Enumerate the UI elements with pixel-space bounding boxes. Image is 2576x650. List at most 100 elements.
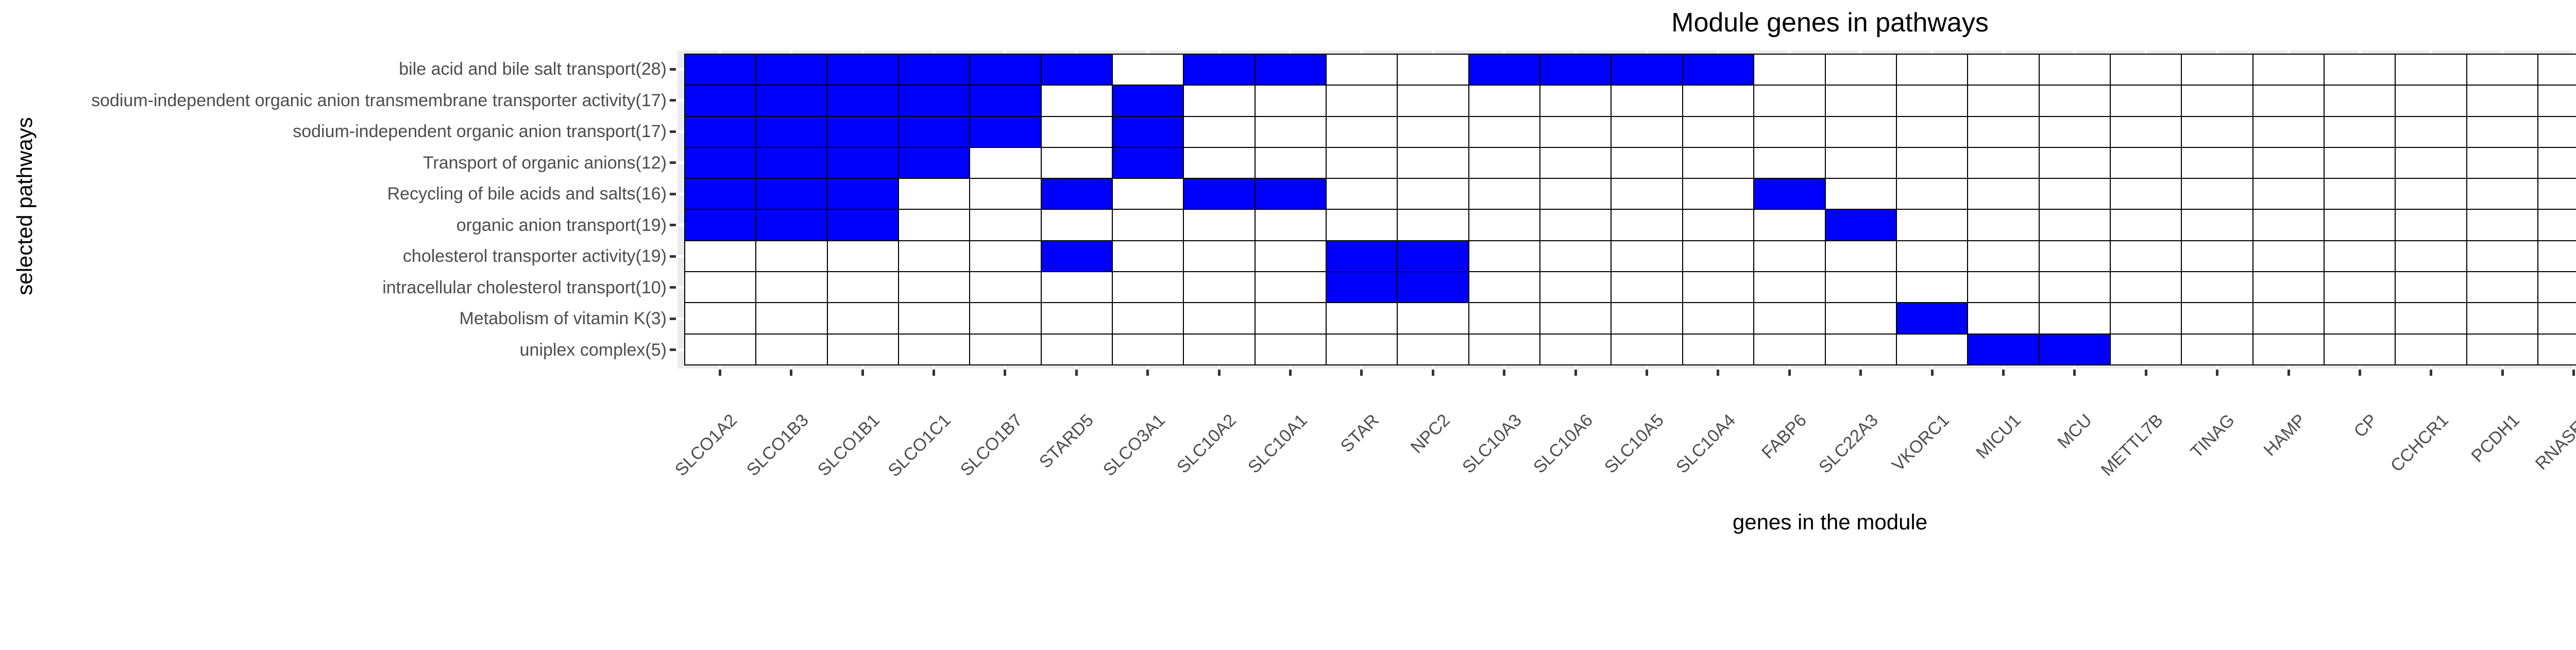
x-axis-tick — [2359, 370, 2362, 376]
heatmap-cell — [1896, 116, 1968, 147]
heatmap-cell — [1896, 241, 1968, 272]
heatmap-cell — [827, 86, 899, 116]
y-tick-label: intracellular cholesterol transport(10) — [382, 277, 667, 297]
y-axis-tick — [670, 161, 676, 164]
y-axis-tick — [670, 192, 676, 195]
heatmap-cell — [1327, 86, 1397, 116]
heatmap-cell — [2039, 147, 2110, 178]
heatmap-cell — [1327, 55, 1397, 85]
heatmap-cell — [1113, 86, 1183, 116]
plot-panel — [677, 51, 2576, 369]
heatmap-cell — [1968, 210, 2039, 240]
heatmap-cell — [970, 334, 1041, 364]
heatmap-cell — [899, 147, 970, 178]
y-axis-tick — [670, 68, 676, 71]
heatmap-cell — [2396, 179, 2466, 209]
heatmap-cell — [2182, 147, 2252, 178]
x-axis-tick — [932, 370, 935, 376]
heatmap-cell — [1683, 241, 1754, 272]
heatmap-cell — [1041, 210, 1112, 240]
heatmap-cell — [1540, 86, 1611, 116]
heatmap-cell — [2110, 334, 2181, 364]
x-axis-tick — [718, 370, 721, 376]
heatmap-cell — [2182, 210, 2252, 240]
heatmap-cell — [1398, 272, 1468, 303]
heatmap-cell — [1896, 210, 1968, 240]
heatmap-cell — [1540, 241, 1611, 272]
heatmap-cell — [2039, 272, 2110, 303]
heatmap-cell — [685, 303, 756, 334]
x-axis-tick — [1146, 370, 1149, 376]
heatmap-cell — [2396, 210, 2466, 240]
heatmap-cell — [685, 179, 756, 209]
heatmap-cell — [685, 55, 756, 85]
y-axis-tick — [670, 224, 676, 227]
heatmap-cell — [1540, 334, 1611, 364]
chart-title: Module genes in pathways — [1671, 8, 1989, 38]
heatmap-cell — [1469, 303, 1540, 334]
heatmap-cell — [1540, 210, 1611, 240]
x-axis-tick — [1645, 370, 1648, 376]
heatmap-cell — [1113, 210, 1183, 240]
x-axis-tick — [1717, 370, 1720, 376]
heatmap-cell — [2253, 334, 2324, 364]
y-tick-label: uniplex complex(5) — [519, 340, 667, 360]
heatmap-cell — [685, 147, 756, 178]
x-axis-tick — [1431, 370, 1434, 376]
heatmap-cell — [1540, 179, 1611, 209]
heatmap-cell — [827, 116, 899, 147]
heatmap-cell — [1683, 210, 1754, 240]
heatmap-cell — [1184, 210, 1255, 240]
heatmap-cell — [1825, 147, 1896, 178]
heatmap-cell — [1612, 272, 1682, 303]
heatmap-cell — [1612, 241, 1682, 272]
heatmap-cell — [1896, 272, 1968, 303]
heatmap-cell — [2253, 86, 2324, 116]
heatmap-cell — [1041, 334, 1112, 364]
heatmap-cell — [2538, 179, 2576, 209]
y-tick-label: Transport of organic anions(12) — [422, 153, 667, 173]
heatmap-cell — [1255, 116, 1326, 147]
heatmap-cell — [970, 241, 1041, 272]
x-axis-tick — [2572, 370, 2575, 376]
heatmap-cell — [1754, 55, 1825, 85]
heatmap-cell — [1540, 272, 1611, 303]
heatmap-cell — [899, 272, 970, 303]
y-axis-tick — [670, 130, 676, 133]
heatmap-cell — [2324, 241, 2395, 272]
heatmap-cell — [756, 55, 827, 85]
heatmap-cell — [1255, 241, 1326, 272]
heatmap-cell — [1754, 179, 1825, 209]
heatmap-cell — [1398, 241, 1468, 272]
y-tick-label: Metabolism of vitamin K(3) — [459, 309, 667, 329]
heatmap-cell — [1968, 55, 2039, 85]
heatmap-cell — [1184, 334, 1255, 364]
heatmap-cell — [1612, 55, 1682, 85]
heatmap-cell — [2467, 86, 2537, 116]
heatmap-cell — [970, 86, 1041, 116]
heatmap-cell — [1612, 86, 1682, 116]
heatmap-cell — [827, 334, 899, 364]
heatmap-cell — [1041, 116, 1112, 147]
heatmap-cell — [827, 55, 899, 85]
heatmap-cell — [1255, 210, 1326, 240]
heatmap-cell — [1184, 272, 1255, 303]
x-axis-tick — [1574, 370, 1577, 376]
heatmap-cell — [2182, 272, 2252, 303]
heatmap-cell — [685, 210, 756, 240]
heatmap-cell — [1327, 241, 1397, 272]
heatmap-cell — [1113, 55, 1183, 85]
heatmap-cell — [1683, 179, 1754, 209]
heatmap-cell — [1184, 55, 1255, 85]
heatmap-cell — [899, 334, 970, 364]
heatmap-cell — [1113, 272, 1183, 303]
heatmap-cell — [1398, 55, 1468, 85]
heatmap-cell — [1825, 179, 1896, 209]
heatmap-cell — [1612, 116, 1682, 147]
heatmap-cell — [1398, 116, 1468, 147]
heatmap-cell — [2467, 303, 2537, 334]
heatmap-cell — [2182, 303, 2252, 334]
heatmap-cell — [2039, 303, 2110, 334]
heatmap-cell — [1968, 116, 2039, 147]
heatmap-cell — [1398, 147, 1468, 178]
